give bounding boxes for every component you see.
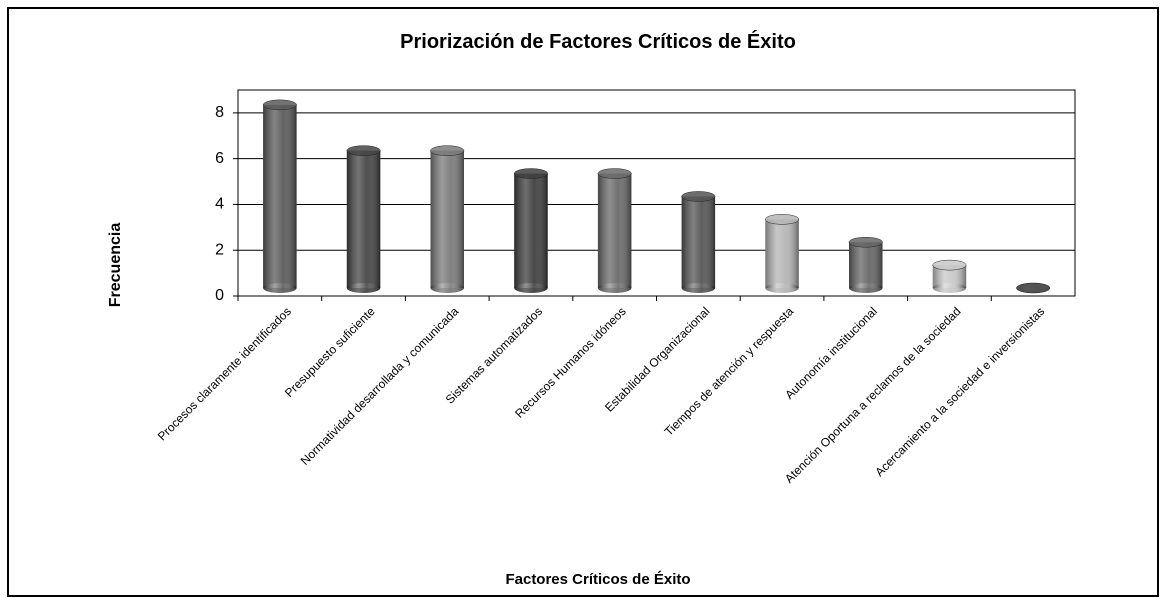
bar-base-shade — [430, 283, 464, 293]
bar-top — [262, 99, 297, 111]
x-tick-label: Autonomía institucional — [782, 304, 880, 402]
y-tick-label: 8 — [215, 104, 224, 121]
chart-title: Priorización de Factores Críticos de Éxi… — [400, 30, 796, 53]
bar-base-shade — [514, 283, 548, 293]
bar-base-shade — [346, 283, 381, 293]
bar-base-shade — [765, 283, 799, 293]
bar-base-shade — [849, 283, 883, 293]
bar-top — [513, 168, 548, 179]
x-axis-title: Factores Críticos de Éxito — [505, 571, 690, 588]
y-tick-label: 0 — [215, 287, 224, 304]
y-axis-title: Frecuencia — [107, 223, 124, 308]
bar-top — [430, 145, 465, 156]
y-tick-label: 2 — [215, 241, 224, 258]
bar-shade — [514, 173, 548, 288]
bar-shade — [849, 242, 883, 288]
bar-base-shade — [681, 283, 716, 293]
bar-base-shade — [597, 283, 632, 293]
bar-shade — [765, 219, 799, 288]
x-tick-label: Sistemas automatizados — [443, 304, 545, 406]
bar-shade — [932, 265, 967, 288]
bar-shade — [681, 196, 716, 288]
bar-shade — [597, 173, 632, 288]
x-tick-label: Normatividad desarrollada y comunicada — [298, 304, 462, 468]
x-tick-label: Procesos claramente identificados — [155, 304, 294, 443]
y-tick-label: 6 — [215, 150, 224, 167]
bar-top — [346, 145, 381, 156]
bar-shade — [263, 104, 297, 288]
bar-top — [848, 236, 883, 248]
y-tick-label: 4 — [215, 196, 224, 213]
frame — [7, 7, 1159, 597]
bar-base-shade — [263, 283, 297, 293]
bar-top — [765, 214, 800, 225]
bar-top — [932, 259, 967, 271]
bar-top — [681, 191, 716, 202]
x-tick-label: Atención Oportuna a reclamos de la socie… — [782, 304, 964, 486]
bar-base-shade — [932, 283, 967, 293]
bar-top — [1016, 282, 1051, 294]
x-tick-label: Presupuesto suficiente — [282, 304, 378, 400]
bar-shade — [346, 150, 381, 288]
x-tick-label: Acercamiento a la sociedad e inversionis… — [872, 304, 1047, 479]
bar-shade — [430, 150, 464, 288]
bar-top — [597, 168, 632, 179]
